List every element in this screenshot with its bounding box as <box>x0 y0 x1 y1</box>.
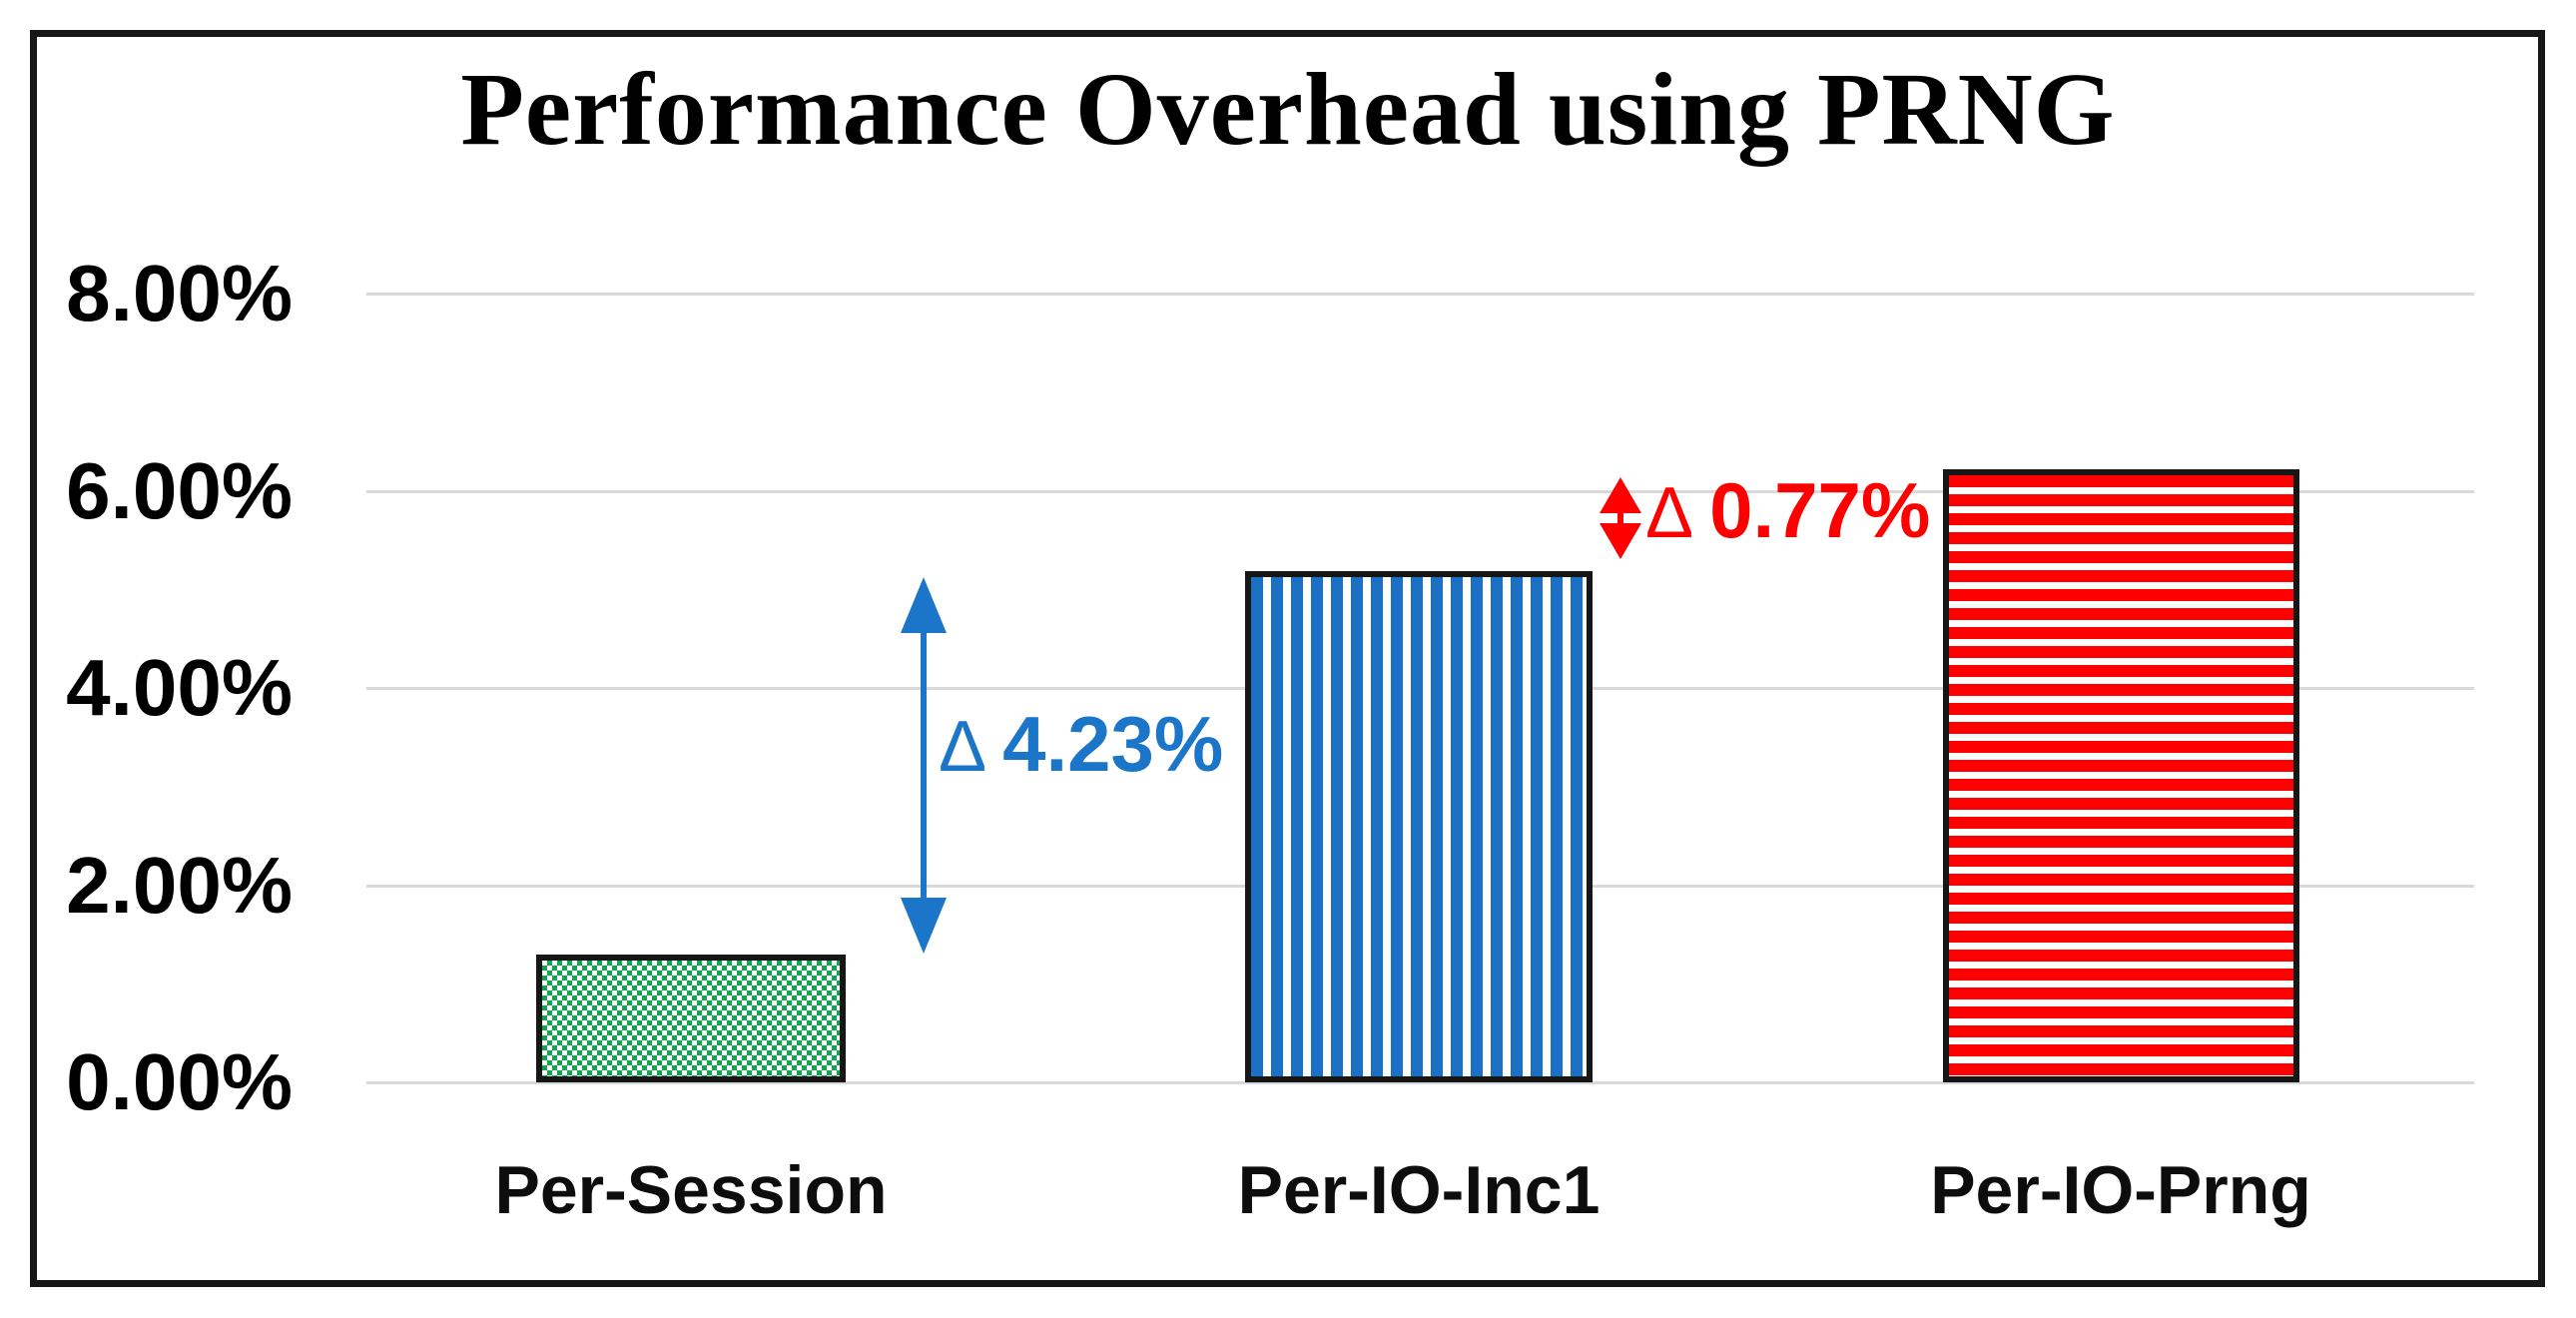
delta-arrow-up-icon <box>1600 476 1641 513</box>
gridline-8.00% <box>366 293 2474 296</box>
delta-symbol: Δ <box>939 707 987 787</box>
delta-arrow-down-icon <box>1600 523 1641 560</box>
bar-per-session <box>536 955 846 1082</box>
y-tick-label: 8.00% <box>66 249 293 337</box>
delta-value: 4.23% <box>1002 700 1224 788</box>
y-tick-label: 4.00% <box>66 643 293 732</box>
delta-label: Δ 4.23% <box>939 700 1223 791</box>
delta-value: 0.77% <box>1709 466 1931 554</box>
bar-per-io-prng <box>1942 469 2299 1082</box>
gridline-0.00% <box>366 1081 2474 1084</box>
delta-symbol: Δ <box>1645 473 1694 553</box>
y-tick-label: 6.00% <box>66 445 293 535</box>
delta-label: Δ 0.77% <box>1645 466 1930 557</box>
x-axis-label-per-session: Per-Session <box>494 1152 888 1228</box>
delta-arrow-up-icon <box>901 577 947 634</box>
y-tick-label: 2.00% <box>66 840 293 930</box>
y-tick-label: 0.00% <box>66 1037 293 1126</box>
delta-arrow-shaft <box>921 629 927 902</box>
delta-arrow-shaft <box>1617 508 1623 528</box>
bar-per-io-inc1 <box>1245 571 1593 1082</box>
x-axis-label-per-io-inc1: Per-IO-Inc1 <box>1237 1152 1601 1228</box>
delta-arrow-down-icon <box>901 897 947 954</box>
gridline-6.00% <box>366 489 2474 493</box>
chart-title: Performance Overhead using PRNG <box>460 52 2116 167</box>
x-axis-label-per-io-prng: Per-IO-Prng <box>1930 1152 2311 1228</box>
